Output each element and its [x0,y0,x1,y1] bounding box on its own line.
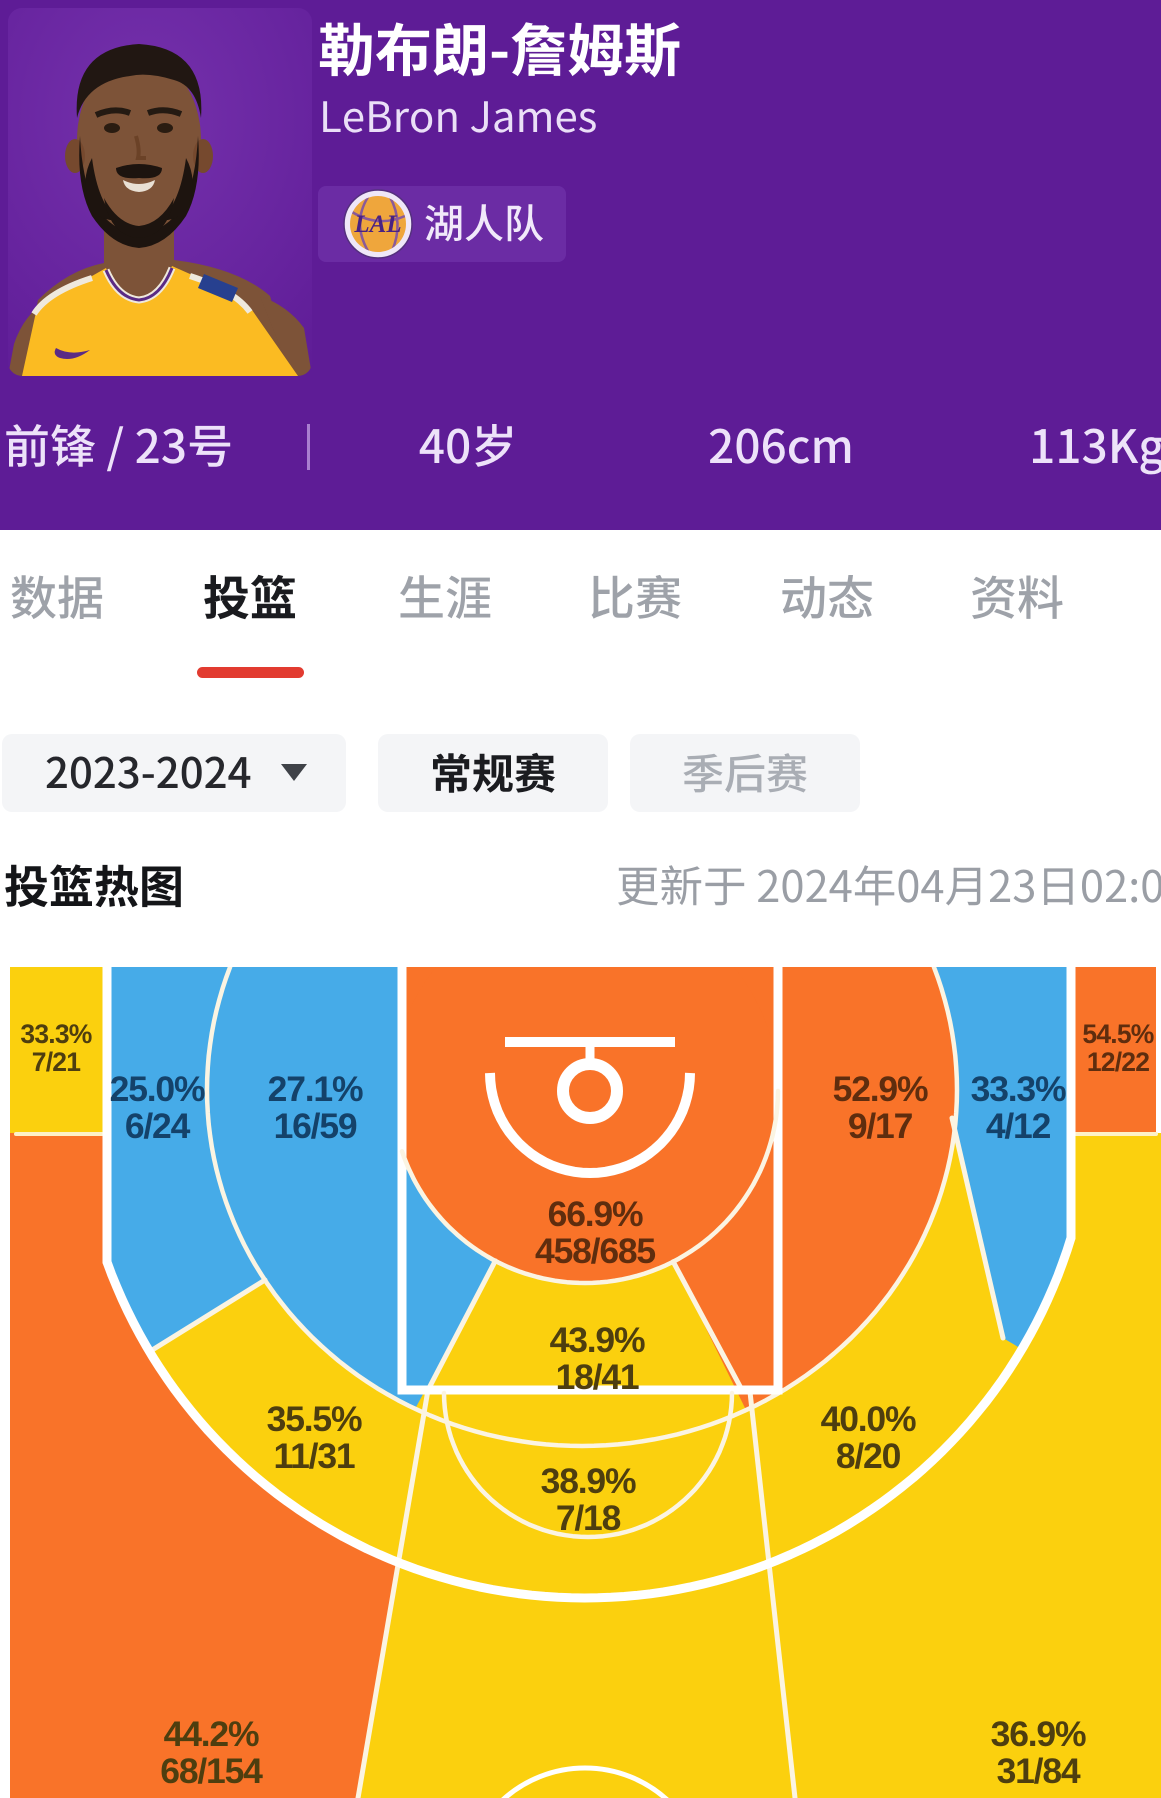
svg-text:33.3%: 33.3% [971,1069,1066,1109]
svg-text:38.9%: 38.9% [541,1461,636,1501]
svg-text:11/31: 11/31 [274,1436,355,1476]
svg-text:31/84: 31/84 [997,1751,1081,1791]
svg-text:36.9%: 36.9% [991,1714,1086,1754]
svg-text:12/22: 12/22 [1087,1047,1149,1077]
svg-text:68/154: 68/154 [160,1751,263,1791]
svg-text:6/24: 6/24 [125,1106,191,1146]
svg-text:8/20: 8/20 [836,1436,901,1476]
svg-text:16/59: 16/59 [274,1106,357,1146]
svg-text:43.9%: 43.9% [550,1320,645,1360]
svg-text:4/12: 4/12 [986,1106,1051,1146]
svg-text:7/21: 7/21 [32,1047,80,1077]
svg-text:44.2%: 44.2% [164,1714,259,1754]
svg-text:LAL: LAL [353,211,401,238]
svg-text:52.9%: 52.9% [833,1069,928,1109]
svg-text:66.9%: 66.9% [548,1194,643,1234]
svg-text:33.3%: 33.3% [20,1019,91,1049]
svg-text:7/18: 7/18 [556,1498,621,1538]
svg-text:18/41: 18/41 [556,1357,639,1397]
svg-text:54.5%: 54.5% [1082,1019,1153,1049]
svg-text:27.1%: 27.1% [268,1069,363,1109]
svg-text:35.5%: 35.5% [267,1399,362,1439]
svg-text:40.0%: 40.0% [821,1399,916,1439]
svg-text:25.0%: 25.0% [110,1069,205,1109]
svg-text:9/17: 9/17 [848,1106,913,1146]
svg-text:458/685: 458/685 [535,1231,655,1271]
